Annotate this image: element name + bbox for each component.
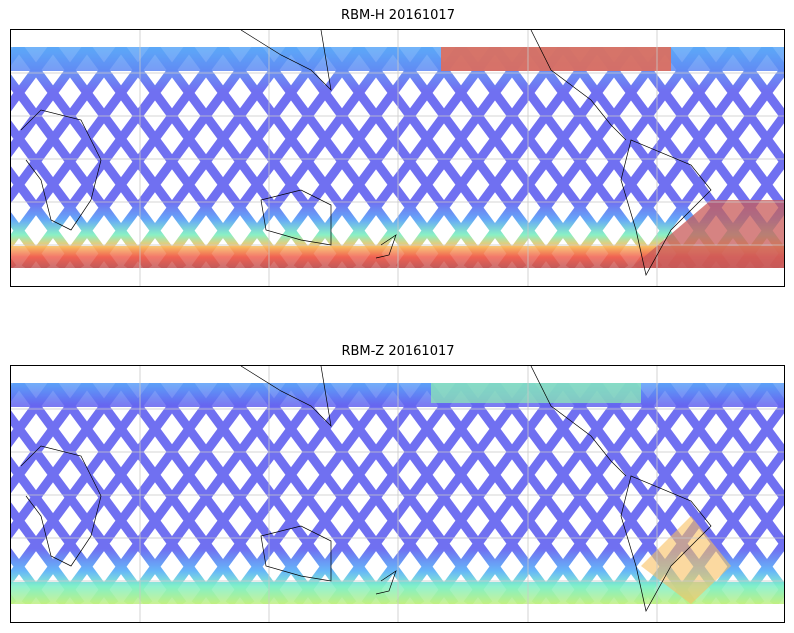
coastline bbox=[530, 30, 627, 141]
track-descending bbox=[191, 47, 363, 268]
track-descending bbox=[633, 62, 784, 268]
track-descending bbox=[259, 47, 431, 268]
track-ascending bbox=[661, 383, 784, 552]
track-descending bbox=[531, 383, 703, 604]
track-descending bbox=[327, 383, 499, 604]
track-descending bbox=[599, 47, 771, 268]
panel-title-rbm-h: RBM-H 20161017 bbox=[341, 8, 455, 23]
gridlines bbox=[11, 30, 784, 286]
track-ascending bbox=[661, 47, 784, 216]
track-descending bbox=[11, 47, 159, 249]
track-descending bbox=[11, 383, 57, 448]
track-descending bbox=[191, 383, 363, 604]
track-descending bbox=[361, 383, 533, 604]
south-band bbox=[11, 582, 784, 604]
track-descending bbox=[11, 47, 125, 204]
north-moderate-flux bbox=[431, 383, 641, 403]
track-descending bbox=[293, 47, 465, 268]
map-panel-rbm-h bbox=[10, 29, 785, 287]
track-ascending bbox=[695, 383, 784, 506]
track-descending bbox=[395, 383, 567, 604]
track-descending bbox=[55, 383, 227, 604]
coastline bbox=[240, 30, 332, 92]
track-descending bbox=[89, 383, 261, 604]
track-descending bbox=[157, 383, 329, 604]
track-ascending bbox=[729, 383, 784, 460]
coastline bbox=[375, 570, 397, 595]
track-descending bbox=[123, 383, 295, 604]
track-descending bbox=[123, 47, 295, 268]
track-descending bbox=[497, 383, 669, 604]
track-descending bbox=[157, 47, 329, 268]
track-descending bbox=[55, 47, 227, 268]
track-descending bbox=[361, 47, 533, 268]
south-band bbox=[11, 246, 784, 268]
track-descending bbox=[735, 536, 784, 604]
satellite-tracks bbox=[11, 47, 784, 268]
track-descending bbox=[89, 47, 261, 268]
saa-high-flux bbox=[631, 200, 784, 268]
coastlines bbox=[20, 30, 712, 276]
gridlines bbox=[11, 366, 784, 622]
track-descending bbox=[463, 383, 635, 604]
coastline bbox=[620, 475, 712, 612]
track-descending bbox=[21, 47, 193, 268]
coastline bbox=[620, 139, 712, 276]
track-descending bbox=[11, 47, 91, 158]
track-descending bbox=[225, 47, 397, 268]
track-descending bbox=[497, 47, 669, 268]
map-panel-rbm-z bbox=[10, 365, 785, 623]
track-descending bbox=[565, 383, 737, 604]
map-plot-rbm-h bbox=[11, 30, 784, 286]
track-descending bbox=[293, 383, 465, 604]
track-descending bbox=[11, 383, 91, 494]
north-high-flux bbox=[441, 47, 671, 71]
track-ascending bbox=[695, 47, 784, 170]
track-descending bbox=[21, 383, 193, 604]
track-descending bbox=[395, 47, 567, 268]
north-band bbox=[11, 383, 784, 407]
track-descending bbox=[463, 47, 635, 268]
panel-title-rbm-z: RBM-Z 20161017 bbox=[341, 344, 455, 359]
coastline bbox=[20, 445, 102, 567]
track-descending bbox=[599, 383, 771, 604]
track-descending bbox=[225, 383, 397, 604]
track-descending bbox=[11, 383, 159, 585]
map-plot-rbm-z bbox=[11, 366, 784, 622]
track-descending bbox=[11, 383, 125, 540]
track-descending bbox=[531, 47, 703, 268]
coastline bbox=[530, 366, 627, 477]
track-descending bbox=[327, 47, 499, 268]
coastlines bbox=[20, 366, 712, 612]
track-descending bbox=[259, 383, 431, 604]
track-ascending bbox=[729, 47, 784, 124]
coastline bbox=[240, 366, 332, 428]
track-descending bbox=[565, 47, 737, 268]
coastline bbox=[20, 109, 102, 231]
track-descending bbox=[11, 47, 57, 112]
satellite-tracks bbox=[11, 383, 784, 604]
coastline bbox=[260, 525, 332, 582]
coastline bbox=[260, 189, 332, 246]
track-descending bbox=[701, 490, 784, 604]
coastline bbox=[375, 234, 397, 259]
